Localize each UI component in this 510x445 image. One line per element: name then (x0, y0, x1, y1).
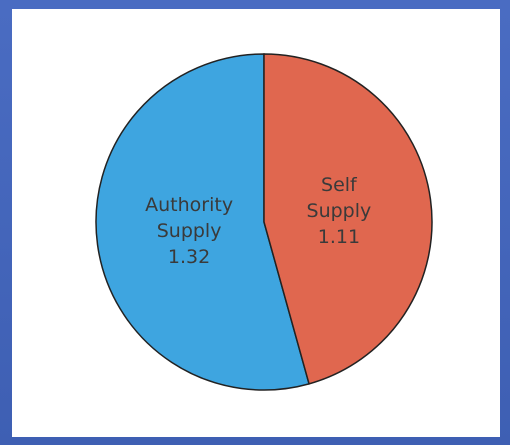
pie-slice (263, 53, 433, 385)
slice-label: Authority Supply 1.32 (145, 192, 233, 270)
slice-label: Self Supply 1.11 (307, 172, 372, 250)
category-label: Self Supply (306, 173, 372, 222)
value-label: 1.11 (317, 225, 361, 248)
value-label: 1.32 (167, 246, 211, 269)
category-label: Authority Supply (145, 194, 234, 243)
pie-slice (95, 53, 310, 391)
